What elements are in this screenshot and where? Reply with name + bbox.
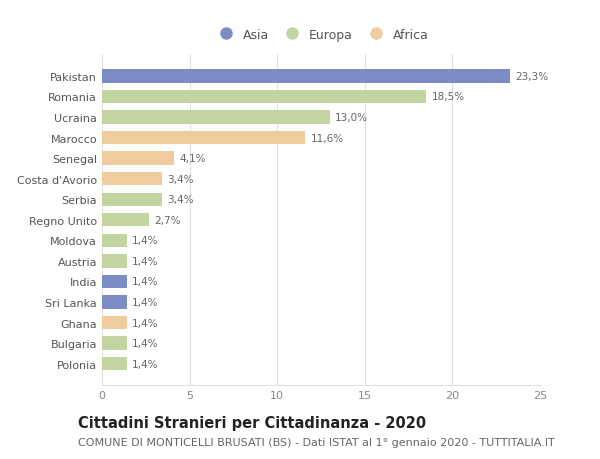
Bar: [102, 111, 330, 124]
Text: 3,4%: 3,4%: [167, 174, 193, 185]
Bar: [102, 337, 127, 350]
Text: 1,4%: 1,4%: [132, 318, 158, 328]
Bar: [102, 173, 161, 186]
Text: 3,4%: 3,4%: [167, 195, 193, 205]
Text: 1,4%: 1,4%: [132, 277, 158, 287]
Text: 23,3%: 23,3%: [515, 72, 548, 82]
Text: 1,4%: 1,4%: [132, 297, 158, 308]
Bar: [102, 152, 174, 165]
Bar: [102, 70, 510, 84]
Text: 18,5%: 18,5%: [431, 92, 464, 102]
Text: 1,4%: 1,4%: [132, 338, 158, 348]
Text: 1,4%: 1,4%: [132, 359, 158, 369]
Text: 4,1%: 4,1%: [179, 154, 206, 164]
Text: 1,4%: 1,4%: [132, 236, 158, 246]
Legend: Asia, Europa, Africa: Asia, Europa, Africa: [209, 25, 433, 45]
Text: COMUNE DI MONTICELLI BRUSATI (BS) - Dati ISTAT al 1° gennaio 2020 - TUTTITALIA.I: COMUNE DI MONTICELLI BRUSATI (BS) - Dati…: [78, 437, 555, 447]
Text: 2,7%: 2,7%: [155, 215, 181, 225]
Bar: [102, 193, 161, 207]
Bar: [102, 275, 127, 289]
Bar: [102, 234, 127, 247]
Bar: [102, 296, 127, 309]
Bar: [102, 132, 305, 145]
Text: Cittadini Stranieri per Cittadinanza - 2020: Cittadini Stranieri per Cittadinanza - 2…: [78, 415, 426, 431]
Bar: [102, 213, 149, 227]
Text: 11,6%: 11,6%: [310, 133, 344, 143]
Text: 13,0%: 13,0%: [335, 113, 368, 123]
Bar: [102, 90, 426, 104]
Bar: [102, 255, 127, 268]
Text: 1,4%: 1,4%: [132, 256, 158, 266]
Bar: [102, 316, 127, 330]
Bar: [102, 357, 127, 370]
